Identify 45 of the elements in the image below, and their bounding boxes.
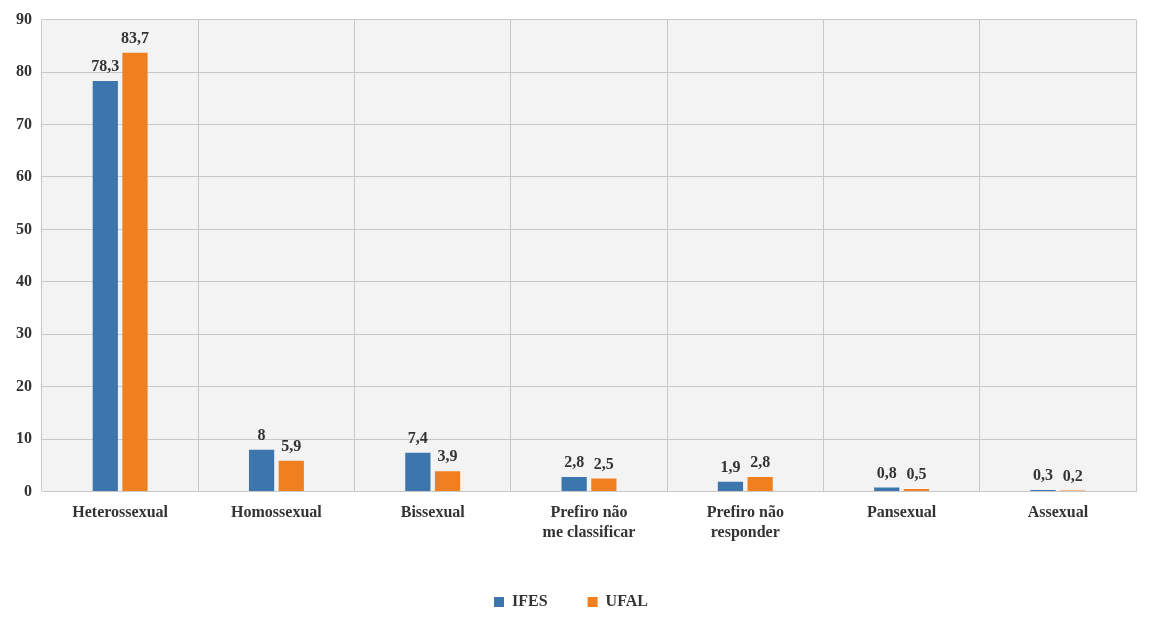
x-tick-label: Pansexual [866, 503, 937, 521]
data-label: 78,3 [91, 57, 120, 75]
y-tick-label: 80 [16, 62, 32, 80]
data-label: 1,9 [720, 457, 741, 475]
x-tick-label: Heterossexual [72, 503, 169, 521]
bar [903, 488, 930, 492]
bar [561, 476, 587, 492]
data-label: 0,8 [876, 463, 897, 481]
bar [405, 452, 431, 492]
data-label: 0,2 [1062, 466, 1083, 484]
y-tick-label: 90 [16, 9, 32, 27]
y-tick-label: 10 [16, 429, 32, 447]
y-tick-label: 20 [16, 376, 32, 394]
data-label: 0,5 [906, 465, 927, 483]
data-label: 83,7 [120, 28, 149, 46]
data-label: 2,5 [593, 454, 614, 472]
bar [122, 52, 148, 492]
bar [591, 478, 617, 492]
legend-label: UFAL [605, 592, 648, 610]
y-tick-label: 50 [16, 219, 32, 237]
data-label: 3,9 [437, 447, 458, 465]
data-label: 0,3 [1033, 466, 1054, 484]
x-tick-label: Prefiro não me classificar [542, 503, 636, 540]
bar [92, 80, 118, 492]
x-tick-label: Assexual [1027, 503, 1089, 521]
y-tick-label: 40 [16, 271, 32, 289]
y-tick-label: 0 [24, 481, 32, 499]
bar [434, 471, 461, 492]
y-tick-label: 60 [16, 167, 32, 185]
y-tick-label: 70 [16, 114, 32, 132]
data-label: 2,8 [564, 453, 585, 471]
bar [278, 460, 304, 492]
data-label: 7,4 [407, 428, 428, 446]
bar [747, 476, 773, 492]
bar [717, 481, 744, 492]
x-tick-label: Prefiro não responder [706, 503, 784, 541]
bar [248, 449, 275, 492]
x-tick-label: Bissexual [400, 503, 466, 521]
y-tick-label: 30 [16, 324, 32, 342]
bar [874, 487, 900, 492]
data-label: 2,8 [750, 453, 771, 471]
data-label: 8 [257, 425, 266, 443]
data-label: 5,9 [281, 436, 302, 454]
legend-label: IFES [512, 592, 548, 610]
x-tick-label: Homossexual [231, 503, 323, 521]
